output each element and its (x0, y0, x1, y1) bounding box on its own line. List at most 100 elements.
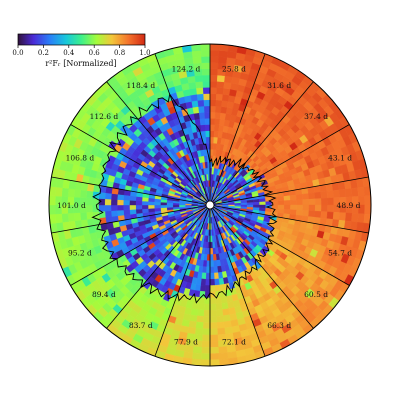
heat-cell (147, 208, 155, 213)
heat-cell (202, 80, 211, 88)
wedge (48, 176, 207, 234)
heat-cell (196, 315, 204, 323)
heat-cell (209, 303, 217, 311)
heat-cell (296, 204, 304, 211)
heat-cell (197, 99, 205, 107)
heat-cell (209, 297, 216, 305)
wedge (70, 81, 208, 204)
heat-cell (200, 124, 206, 132)
heat-cell (290, 199, 297, 206)
heat-cell (283, 204, 291, 210)
wedge-label: 95.2 d (68, 248, 92, 257)
heat-cell (123, 209, 131, 216)
wedge-divider (209, 124, 350, 206)
wedge-label: 54.7 d (328, 248, 352, 257)
heat-cell (192, 106, 200, 114)
heat-cell (201, 346, 211, 354)
wedge (211, 53, 314, 203)
wedge-divider (209, 204, 369, 234)
heat-cell (209, 316, 218, 323)
heat-cell (147, 204, 155, 209)
heat-cell (135, 208, 143, 214)
heat-cell (209, 111, 216, 119)
heat-cell (104, 210, 112, 218)
heat-cell (223, 320, 232, 329)
heat-cell (202, 316, 211, 323)
colorbar-tick-label: 1.0 (139, 49, 150, 57)
heat-cell (141, 208, 149, 214)
heat-cell (321, 197, 328, 206)
heat-cell (85, 204, 93, 213)
wedge-label: 60.5 d (304, 290, 328, 299)
heat-cell (209, 68, 219, 76)
heat-cell (364, 204, 372, 215)
wedge-label: 83.7 d (129, 321, 153, 330)
heat-cell (123, 199, 130, 206)
wedge (106, 53, 209, 203)
heat-cell (209, 254, 214, 261)
colorbar-gradient (17, 33, 146, 46)
heat-cell (203, 99, 211, 107)
heat-cell (172, 204, 180, 208)
heat-cell (205, 130, 211, 138)
heat-cell (79, 189, 88, 199)
heat-cell (203, 303, 211, 311)
wedge (213, 124, 369, 205)
heat-cell (55, 186, 63, 197)
heat-cell (209, 322, 218, 330)
heat-cell (357, 186, 365, 197)
heat-cell (92, 204, 99, 213)
heat-cell (117, 209, 125, 217)
heat-cell (185, 204, 192, 207)
heat-cell (110, 193, 118, 200)
heat-cell (351, 187, 359, 197)
heat-cell (209, 346, 219, 354)
wedge-divider (106, 204, 211, 329)
heat-cell (200, 359, 211, 367)
heat-cell (338, 188, 347, 198)
heat-cell (215, 303, 223, 311)
wedge-label: 37.4 d (304, 112, 328, 121)
colorbar-tick-label: 0.4 (63, 49, 75, 57)
wedge-label: 118.4 d (126, 81, 155, 90)
wedge-label: 101.0 d (57, 201, 86, 210)
heat-cell (209, 266, 215, 274)
heat-cell (295, 209, 303, 217)
heat-cell (234, 202, 242, 206)
heat-cell (198, 105, 205, 113)
heat-cell (209, 43, 220, 51)
heat-cell (209, 328, 218, 336)
heat-cell (166, 204, 174, 208)
heat-cell (110, 204, 118, 211)
heat-cell (209, 334, 219, 342)
heat-cell (253, 201, 260, 206)
heat-cell (117, 193, 125, 201)
heat-cell (308, 192, 316, 200)
heat-cell (201, 334, 211, 342)
heat-cell (222, 87, 231, 96)
heat-cell (218, 346, 228, 354)
heat-cell (214, 278, 220, 286)
heat-cell (104, 204, 112, 212)
heat-cell (209, 142, 214, 150)
heat-cell (209, 56, 219, 64)
heat-cell (214, 118, 221, 126)
heat-cell (197, 303, 205, 311)
heat-cell (320, 191, 328, 199)
heat-cell (195, 81, 204, 89)
heat-cell (209, 248, 214, 255)
heat-cell (209, 99, 217, 107)
heat-cell (202, 322, 211, 330)
heat-cell (314, 198, 322, 206)
wedge-label: 112.6 d (90, 112, 119, 121)
heat-cell (190, 94, 199, 102)
heat-cell (209, 285, 216, 292)
heat-cell (302, 210, 310, 217)
heat-cell (205, 266, 211, 274)
heat-cell (320, 211, 328, 219)
heat-cell (129, 209, 137, 215)
heat-cell (201, 130, 207, 138)
heat-cell (204, 111, 211, 119)
heat-cell (314, 191, 322, 200)
